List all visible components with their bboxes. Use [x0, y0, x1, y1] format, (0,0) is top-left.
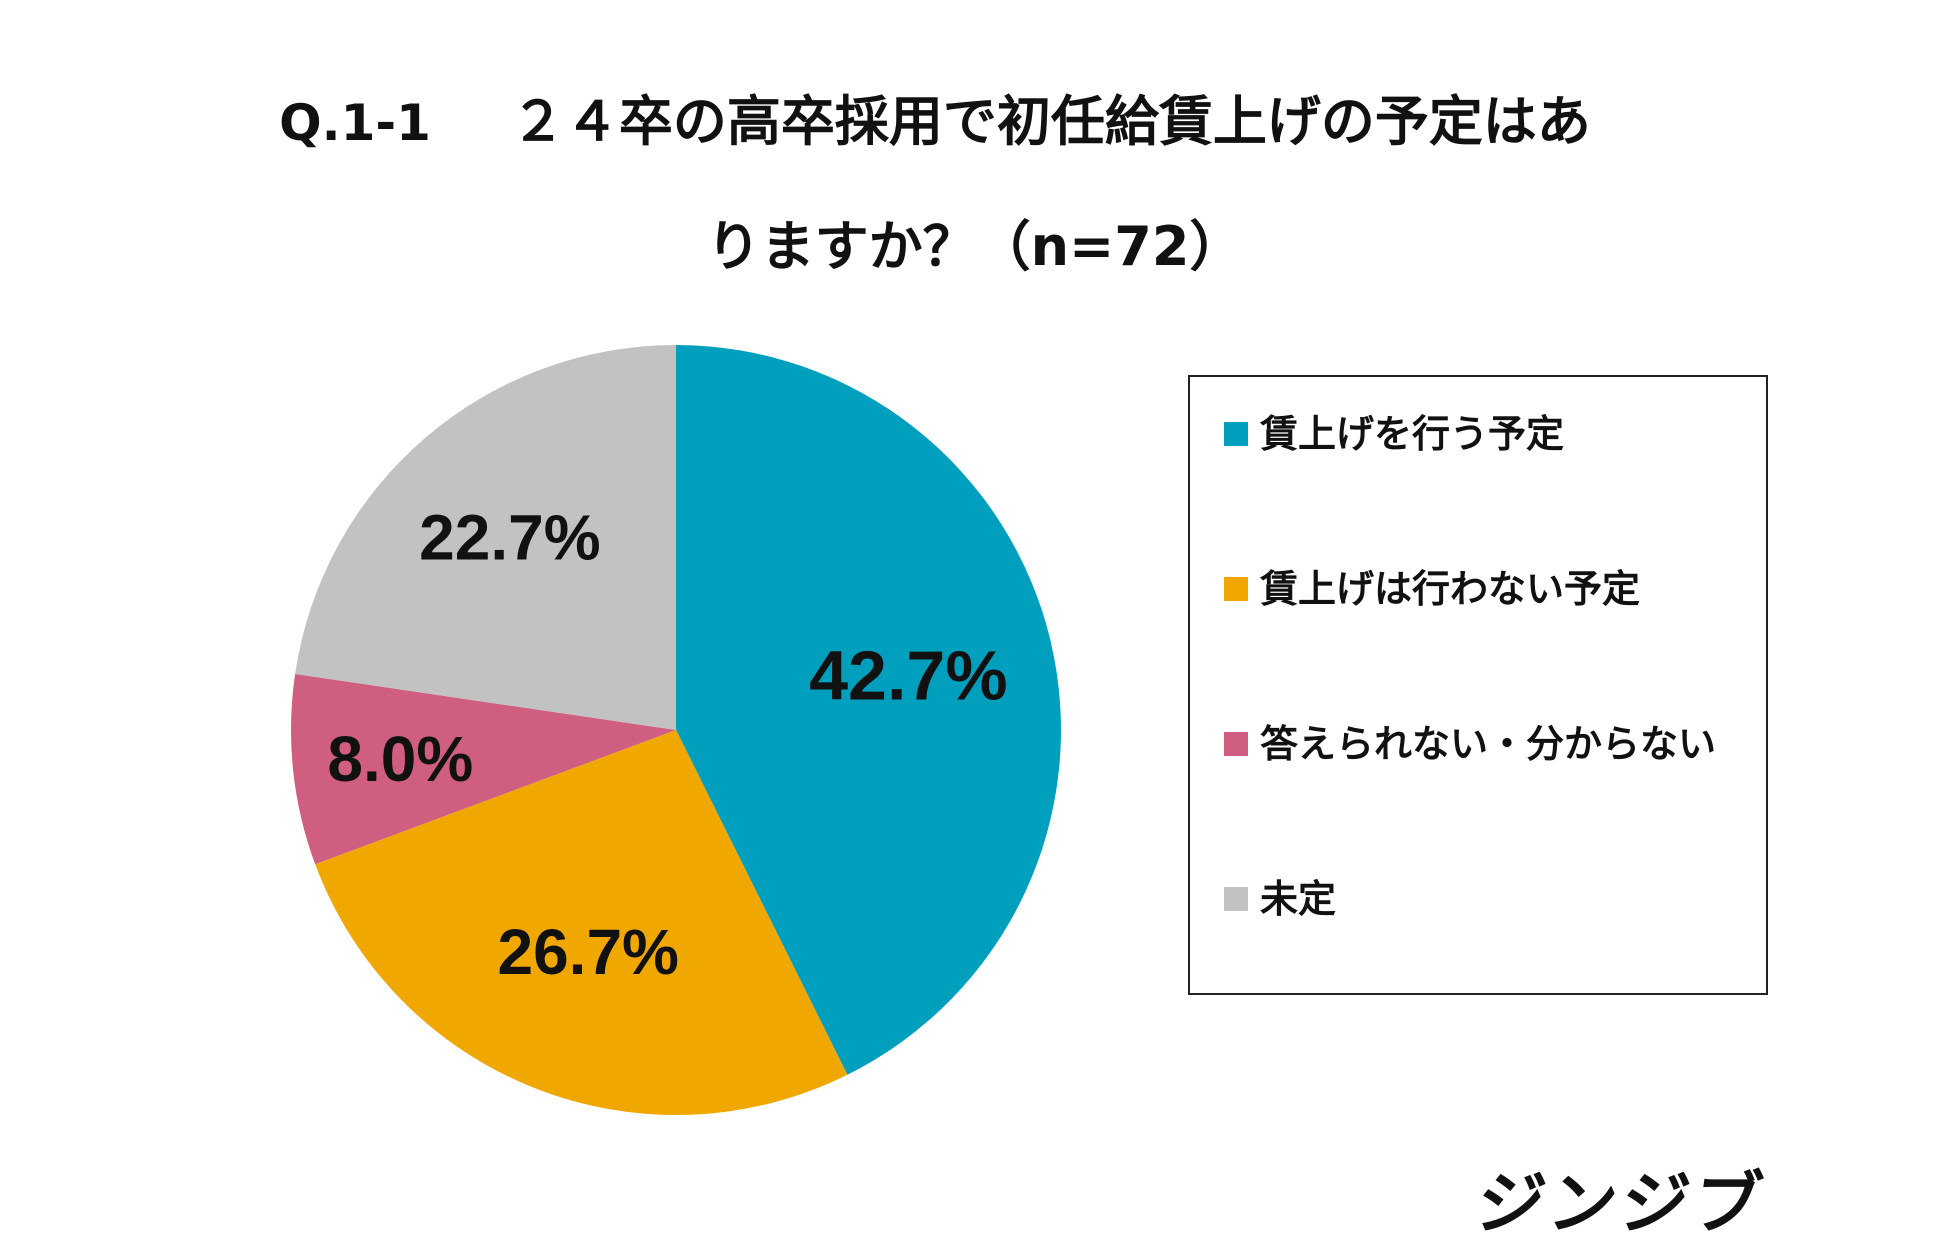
title-line-1: Q.1-1 ２４卒の高卒採用で初任給賃上げの予定はあ	[0, 60, 1910, 185]
legend-label-undecided: 未定	[1260, 877, 1337, 921]
pie-slice-no-raise	[315, 730, 848, 1115]
brand-logo: ジンジブ	[1471, 1165, 1771, 1244]
legend-item-raise: 賃上げを行う予定	[1224, 399, 1754, 469]
legend-label-no-raise: 賃上げは行わない予定	[1260, 567, 1641, 611]
pie-slices	[291, 345, 1061, 1115]
legend-item-undecided: 未定	[1224, 864, 1754, 934]
title-text-line-2: りますか？（n=72）	[706, 215, 1244, 278]
pie-label-unknown: 8.0%	[327, 723, 473, 795]
pie-label-no-raise: 26.7%	[497, 916, 678, 988]
legend-swatch-no-raise	[1224, 576, 1248, 601]
pie-label-raise: 42.7%	[809, 636, 1007, 714]
chart-legend: 賃上げを行う予定 賃上げは行わない予定 答えられない・分からない 未定	[1188, 375, 1768, 995]
legend-label-raise: 賃上げを行う予定	[1260, 412, 1565, 456]
legend-swatch-raise	[1224, 421, 1248, 446]
legend-swatch-unknown	[1224, 731, 1248, 756]
pie-labels: 42.7% 26.7% 8.0% 22.7%	[327, 502, 1007, 988]
pie-slice-raise	[676, 345, 1061, 1075]
legend-label-unknown: 答えられない・分からない	[1260, 722, 1717, 766]
pie-label-undecided: 22.7%	[419, 502, 600, 574]
chart-title: Q.1-1 ２４卒の高卒採用で初任給賃上げの予定はあ りますか？（n=72）	[0, 60, 1950, 309]
legend-item-unknown: 答えられない・分からない	[1224, 709, 1754, 779]
question-number: Q.1-1	[279, 94, 431, 152]
title-text-line-1: ２４卒の高卒採用で初任給賃上げの予定はあ	[510, 90, 1591, 153]
pie-slice-undecided	[295, 345, 676, 730]
legend-item-no-raise: 賃上げは行わない予定	[1224, 554, 1754, 624]
legend-swatch-undecided	[1224, 886, 1248, 911]
pie-slice-unknown	[291, 674, 676, 865]
